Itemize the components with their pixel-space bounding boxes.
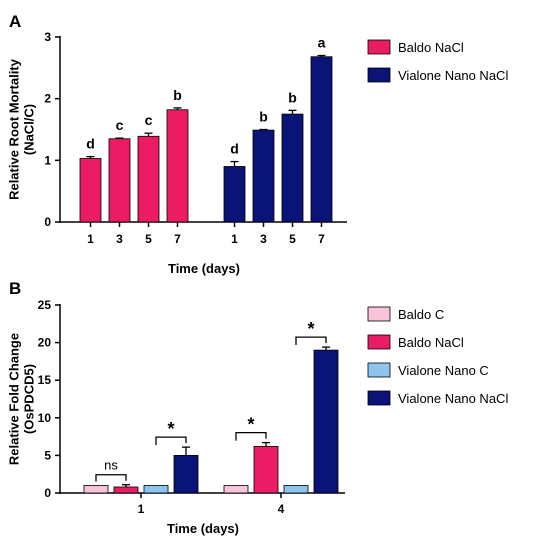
panel-b-significance-bracket	[235, 431, 267, 441]
panel-a-x-tick-label: 1	[87, 232, 94, 246]
panel-a-x-tick-label: 7	[174, 232, 181, 246]
panel-a-y-tick-label: 0	[44, 215, 51, 229]
panel-b-y-tick-label: 10	[38, 411, 52, 425]
panel-a-bar	[310, 56, 333, 223]
panel-b-significance-label: *	[167, 419, 174, 439]
panel-a-x-tick-label: 7	[318, 232, 325, 246]
panel-a-x-tick-label: 5	[145, 232, 152, 246]
panel-a-x-tick-label: 3	[116, 232, 123, 246]
panel-b-significance-bracket	[155, 436, 187, 446]
panel-b-y-tick-label: 5	[44, 448, 51, 462]
panel-a-significance-letter: b	[173, 87, 182, 103]
panel-a-bar	[137, 135, 160, 223]
panel-a-significance-letter: d	[86, 136, 95, 152]
panel-a-letter: A	[9, 12, 21, 31]
panel-b-legend-label: Vialone Nano NaCl	[398, 391, 508, 406]
panel-a-significance-letter: b	[259, 109, 268, 125]
panel-b-bar	[143, 485, 169, 494]
panel-a-x-tick-label: 5	[289, 232, 296, 246]
panel-b-significance-label: ns	[104, 458, 118, 473]
panel-a-significance-letter: c	[116, 117, 124, 133]
panel-a-x-tick-label: 3	[260, 232, 267, 246]
panel-a-legend-swatch	[367, 67, 391, 83]
panel-b-significance-label: *	[247, 415, 254, 435]
panel-b-y-tick-label: 25	[38, 298, 52, 312]
panel-a-significance-letter: d	[230, 141, 239, 157]
panel-b-bar	[283, 485, 309, 494]
panel-b-legend-label: Baldo C	[398, 307, 444, 322]
panel-b-significance-label: *	[307, 319, 314, 339]
panel-b-y-tick-label: 15	[38, 373, 52, 387]
panel-b-bar	[113, 486, 139, 494]
panel-b-letter: B	[9, 279, 21, 298]
panel-b-legend-swatch	[367, 390, 391, 406]
panel-a-bar	[252, 129, 275, 223]
panel-b-legend-label: Vialone Nano C	[398, 363, 489, 378]
panel-b-legend-swatch	[367, 306, 391, 322]
panel-a-bar	[79, 158, 102, 223]
panel-b-bar	[253, 445, 279, 494]
panel-a-legend-label: Baldo NaCl	[398, 40, 464, 55]
panel-a-significance-letter: a	[318, 35, 326, 51]
panel-b-legend-swatch	[367, 334, 391, 350]
panel-b-bar	[83, 485, 109, 494]
panel-a-bar	[281, 113, 304, 223]
panel-b-bar	[173, 454, 199, 494]
panel-b-bar	[313, 349, 339, 494]
panel-b-bar	[223, 485, 249, 494]
panel-b-x-tick-label: 1	[138, 502, 145, 516]
panel-a-y-tick-label: 1	[44, 153, 51, 167]
panel-a-y-tick-label: 3	[44, 30, 51, 44]
panel-b-significance-bracket	[95, 474, 127, 482]
panel-a-bar	[223, 166, 246, 223]
panel-b-significance-bracket	[295, 336, 327, 346]
panel-b-y-tick-label: 20	[38, 336, 52, 350]
panel-b-x-axis-title: Time (days)	[167, 521, 239, 536]
panel-b-y-axis-title: Relative Fold Change(OsPDCD5)	[7, 333, 37, 465]
panel-a-bar	[166, 109, 189, 223]
panel-a-x-axis-title: Time (days)	[168, 261, 240, 276]
panel-b-y-tick-label: 0	[44, 486, 51, 500]
panel-a-bar	[108, 138, 131, 223]
panel-a-y-tick-label: 2	[44, 92, 51, 106]
panel-a-significance-letter: c	[145, 112, 153, 128]
panel-b-x-tick-label: 4	[278, 502, 285, 516]
panel-b-legend-swatch	[367, 362, 391, 378]
panel-a-significance-letter: b	[288, 89, 297, 105]
panel-a-x-tick-label: 1	[231, 232, 238, 246]
panel-a-y-axis-title: Relative Root Mortality(NaCl/C)	[7, 58, 37, 200]
panel-a-legend-label: Vialone Nano NaCl	[398, 68, 508, 83]
panel-b-legend-label: Baldo NaCl	[398, 335, 464, 350]
panel-a-legend-swatch	[367, 39, 391, 55]
